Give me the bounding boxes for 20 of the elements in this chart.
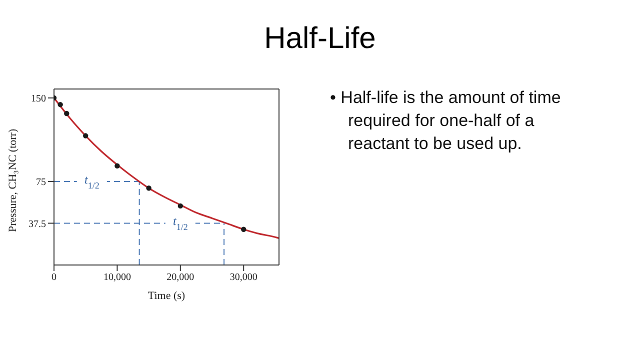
- x-tick-label: 0: [52, 272, 56, 284]
- point: [64, 110, 70, 116]
- x-tick-label: 30,000: [230, 272, 258, 284]
- point: [146, 186, 152, 191]
- annotation: t$_{1/2}$: [84, 172, 100, 190]
- x-tick-label: 20,000: [166, 272, 194, 284]
- y-axis-title: Pressure, CH₃NC (torr): [6, 128, 19, 232]
- x-axis-title: Time (s): [148, 290, 186, 302]
- annotation: t$_{1/2}$: [172, 214, 188, 232]
- point: [58, 102, 63, 108]
- y-tick-label: 37.5: [28, 218, 46, 230]
- y-tick-label: 150: [31, 93, 46, 104]
- point: [114, 163, 120, 168]
- point: [241, 226, 246, 232]
- chart-title: Half-Life: [263, 22, 377, 56]
- point: [178, 203, 184, 209]
- y-tick-label: 75: [36, 177, 46, 188]
- text: • Half-life is the amount of time required for one-half of a reactant to be used up.: [330, 87, 562, 155]
- x-tick-label: 10,000: [103, 272, 131, 284]
- point: [83, 133, 88, 138]
